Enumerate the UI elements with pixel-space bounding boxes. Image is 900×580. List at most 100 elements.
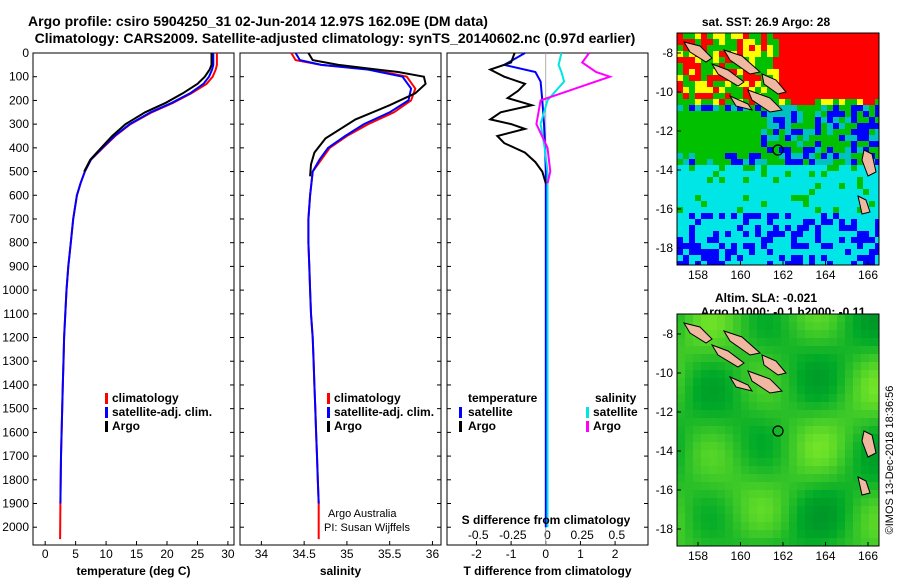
sst-cell bbox=[743, 69, 749, 75]
sst-cell bbox=[725, 99, 731, 105]
sst-cell bbox=[869, 69, 875, 75]
sst-cell bbox=[713, 69, 719, 75]
sst-cell bbox=[719, 237, 725, 243]
sla-cell bbox=[741, 514, 749, 522]
sst-cell bbox=[743, 99, 749, 105]
sla-cell bbox=[757, 370, 765, 378]
sst-cell bbox=[713, 183, 719, 189]
sla-cell bbox=[733, 474, 741, 482]
sst-cell bbox=[767, 159, 773, 165]
sst-cell bbox=[827, 153, 833, 159]
sst-cell bbox=[725, 105, 731, 111]
sst-cell bbox=[725, 81, 731, 87]
map-x-tick-label: 162 bbox=[773, 549, 793, 563]
sla-cell bbox=[797, 354, 805, 362]
sla-cell bbox=[877, 450, 879, 458]
sst-cell bbox=[707, 231, 713, 237]
sst-cell bbox=[725, 87, 731, 93]
sst-cell bbox=[827, 57, 833, 63]
sst-cell bbox=[773, 165, 779, 171]
sst-cell bbox=[761, 135, 767, 141]
sst-cell bbox=[773, 171, 779, 177]
series-argo bbox=[83, 53, 213, 173]
sst-cell bbox=[677, 201, 683, 207]
sst-cell bbox=[833, 207, 839, 213]
sla-cell bbox=[877, 458, 879, 466]
sst-cell bbox=[677, 33, 683, 39]
sst-cell bbox=[713, 123, 719, 129]
sla-cell bbox=[813, 418, 821, 426]
sst-cell bbox=[863, 33, 869, 39]
sst-cell bbox=[683, 213, 689, 219]
sst-cell bbox=[677, 207, 683, 213]
sst-cell bbox=[713, 159, 719, 165]
sst-cell bbox=[833, 153, 839, 159]
sst-cell bbox=[785, 105, 791, 111]
sla-cell bbox=[717, 434, 725, 442]
sst-cell bbox=[743, 129, 749, 135]
sla-cell bbox=[709, 322, 717, 330]
sst-cell bbox=[725, 213, 731, 219]
sla-cell bbox=[757, 506, 765, 514]
sla-cell bbox=[757, 418, 765, 426]
sst-cell bbox=[755, 219, 761, 225]
sla-cell bbox=[725, 378, 733, 386]
sla-cell bbox=[749, 330, 757, 338]
sla-cell bbox=[701, 514, 709, 522]
sla-cell bbox=[693, 434, 701, 442]
sst-cell bbox=[845, 153, 851, 159]
sst-cell bbox=[725, 201, 731, 207]
sst-cell bbox=[827, 177, 833, 183]
sst-cell bbox=[767, 237, 773, 243]
sla-cell bbox=[717, 378, 725, 386]
sla-cell bbox=[877, 370, 879, 378]
sst-cell bbox=[875, 165, 879, 171]
sst-cell bbox=[689, 75, 695, 81]
sst-cell bbox=[809, 135, 815, 141]
sst-cell bbox=[815, 231, 821, 237]
sla-cell bbox=[741, 522, 749, 530]
sst-cell bbox=[749, 33, 755, 39]
sst-cell bbox=[797, 69, 803, 75]
sst-cell bbox=[677, 255, 683, 261]
sla-cell bbox=[773, 330, 781, 338]
sla-cell bbox=[741, 394, 749, 402]
sla-cell bbox=[797, 410, 805, 418]
sst-cell bbox=[839, 147, 845, 153]
sst-cell bbox=[689, 225, 695, 231]
sst-cell bbox=[791, 147, 797, 153]
sst-cell bbox=[719, 51, 725, 57]
sst-cell bbox=[737, 123, 743, 129]
sst-cell bbox=[827, 183, 833, 189]
map-x-tick-label: 166 bbox=[858, 268, 878, 282]
sst-map-title: sat. SST: 26.9 Argo: 28 bbox=[702, 15, 831, 29]
sst-cell bbox=[863, 81, 869, 87]
sla-cell bbox=[797, 322, 805, 330]
sla-cell bbox=[701, 442, 709, 450]
sst-cell bbox=[821, 39, 827, 45]
x-tick-label: 0 bbox=[42, 547, 49, 561]
sst-cell bbox=[779, 195, 785, 201]
salinity-legend: climatology satellite-adj. clim. Argo Ar… bbox=[324, 391, 434, 534]
sla-cell bbox=[693, 354, 701, 362]
sla-cell bbox=[789, 506, 797, 514]
sst-cell bbox=[719, 183, 725, 189]
sst-cell bbox=[821, 249, 827, 255]
sla-cell bbox=[829, 362, 837, 370]
sla-cell bbox=[781, 442, 789, 450]
sst-cell bbox=[773, 45, 779, 51]
sla-cell bbox=[845, 474, 853, 482]
sst-cell bbox=[737, 111, 743, 117]
sst-cell bbox=[815, 165, 821, 171]
sst-cell bbox=[857, 105, 863, 111]
sla-cell bbox=[869, 338, 877, 346]
sst-cell bbox=[785, 195, 791, 201]
sst-cell bbox=[731, 69, 737, 75]
sla-cell bbox=[869, 370, 877, 378]
sla-cell bbox=[789, 410, 797, 418]
sst-cell bbox=[815, 111, 821, 117]
sst-cell bbox=[869, 243, 875, 249]
sla-cell bbox=[757, 482, 765, 490]
sst-cell bbox=[737, 171, 743, 177]
sla-cell bbox=[781, 458, 789, 466]
